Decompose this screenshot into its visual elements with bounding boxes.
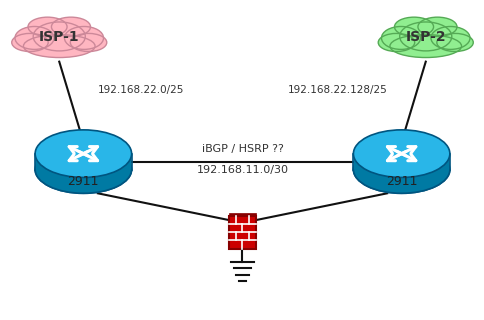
Ellipse shape — [35, 146, 131, 193]
Text: 2911: 2911 — [385, 175, 417, 188]
Text: 192.168.22.0/25: 192.168.22.0/25 — [98, 85, 184, 95]
Ellipse shape — [353, 130, 449, 178]
Ellipse shape — [51, 17, 91, 36]
Text: ISP-2: ISP-2 — [405, 30, 445, 44]
Ellipse shape — [12, 33, 48, 52]
Ellipse shape — [353, 146, 449, 193]
Ellipse shape — [436, 33, 472, 52]
Ellipse shape — [23, 35, 95, 58]
Ellipse shape — [28, 17, 67, 36]
Ellipse shape — [389, 35, 461, 58]
Ellipse shape — [64, 27, 103, 49]
Text: ISP-1: ISP-1 — [39, 30, 79, 44]
Polygon shape — [353, 154, 449, 193]
Ellipse shape — [393, 17, 433, 36]
Text: iBGP / HSRP ??: iBGP / HSRP ?? — [201, 144, 283, 154]
Text: 192.168.22.128/25: 192.168.22.128/25 — [287, 85, 386, 95]
Ellipse shape — [399, 22, 451, 51]
Ellipse shape — [430, 27, 469, 49]
Ellipse shape — [33, 22, 85, 51]
Text: 192.168.11.0/30: 192.168.11.0/30 — [196, 165, 288, 175]
Ellipse shape — [417, 17, 456, 36]
Text: 2911: 2911 — [67, 175, 99, 188]
Polygon shape — [35, 154, 131, 193]
FancyBboxPatch shape — [229, 213, 255, 215]
Ellipse shape — [381, 27, 420, 49]
Ellipse shape — [378, 33, 414, 52]
Ellipse shape — [15, 27, 54, 49]
FancyBboxPatch shape — [229, 215, 255, 249]
Ellipse shape — [70, 33, 106, 52]
Ellipse shape — [35, 130, 131, 178]
